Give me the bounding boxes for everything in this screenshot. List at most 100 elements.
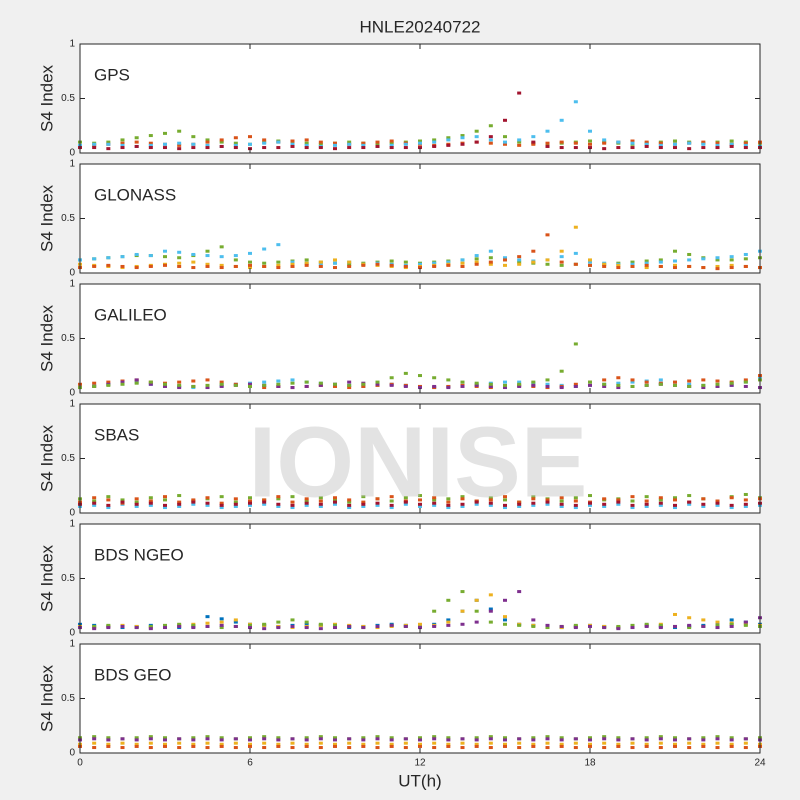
y-tick-label: 1 (69, 639, 75, 650)
point (120, 382, 125, 386)
point (644, 504, 649, 508)
point (701, 742, 706, 746)
point (460, 142, 465, 146)
point (446, 500, 451, 504)
point (630, 506, 635, 510)
point (602, 735, 607, 739)
point (644, 266, 649, 270)
point (588, 258, 592, 262)
point (304, 503, 309, 507)
point (205, 741, 210, 745)
point (248, 744, 252, 748)
point (148, 501, 153, 505)
point (361, 744, 366, 748)
point (602, 141, 607, 145)
point (148, 627, 153, 631)
point (134, 736, 139, 740)
point (361, 495, 366, 499)
point (205, 621, 210, 625)
point (701, 738, 706, 742)
point (333, 623, 337, 627)
point (276, 742, 281, 746)
point (361, 141, 366, 145)
point (715, 626, 720, 630)
point (701, 146, 706, 150)
y-axis-label: S4 Index (37, 544, 56, 612)
point (673, 383, 677, 387)
point (460, 590, 465, 594)
point (92, 142, 97, 146)
x-axis-label: UT(h) (398, 771, 441, 790)
point (418, 141, 422, 145)
point (701, 618, 706, 622)
point (673, 738, 677, 742)
point (148, 735, 153, 739)
point (658, 735, 663, 739)
point (134, 140, 139, 144)
point (545, 500, 550, 504)
point (573, 746, 578, 750)
point (418, 262, 422, 266)
point (106, 744, 111, 748)
point (276, 744, 281, 748)
point (333, 384, 337, 388)
point (120, 264, 125, 268)
point (701, 140, 706, 144)
point (148, 143, 153, 147)
point (106, 263, 111, 267)
y-tick-label: 0 (69, 388, 75, 399)
point (389, 744, 394, 748)
point (134, 738, 139, 742)
point (163, 626, 167, 630)
point (658, 503, 663, 507)
point (630, 141, 635, 145)
point (418, 494, 422, 498)
point (460, 737, 465, 741)
point (474, 135, 479, 139)
point (262, 386, 267, 390)
point (616, 386, 621, 390)
point (177, 500, 182, 504)
points (78, 225, 762, 271)
point (616, 502, 621, 506)
point (630, 264, 635, 268)
point (474, 744, 479, 748)
point (743, 504, 748, 508)
point (715, 143, 720, 147)
point (432, 384, 437, 388)
point (644, 261, 649, 265)
point (630, 384, 635, 388)
point (120, 624, 125, 628)
point (545, 735, 550, 739)
point (262, 737, 267, 741)
point (588, 494, 592, 498)
point (559, 140, 564, 144)
point (290, 262, 295, 266)
point (233, 620, 238, 624)
point (573, 100, 578, 104)
point (687, 258, 692, 262)
point (262, 380, 267, 384)
point (177, 143, 182, 147)
point (389, 495, 394, 499)
point (304, 620, 309, 624)
point (163, 738, 167, 742)
point (474, 383, 479, 387)
point (503, 506, 507, 510)
point (92, 381, 97, 385)
point (248, 499, 252, 503)
point (687, 264, 692, 268)
point (163, 744, 167, 748)
point (205, 735, 210, 739)
point (715, 623, 720, 627)
point (602, 497, 607, 501)
point (658, 741, 663, 745)
point (333, 382, 337, 386)
point (134, 500, 139, 504)
point (488, 384, 493, 388)
x-tick-label: 24 (754, 758, 766, 769)
point (177, 494, 182, 498)
point (403, 264, 408, 268)
point (92, 496, 97, 500)
point (177, 141, 182, 145)
